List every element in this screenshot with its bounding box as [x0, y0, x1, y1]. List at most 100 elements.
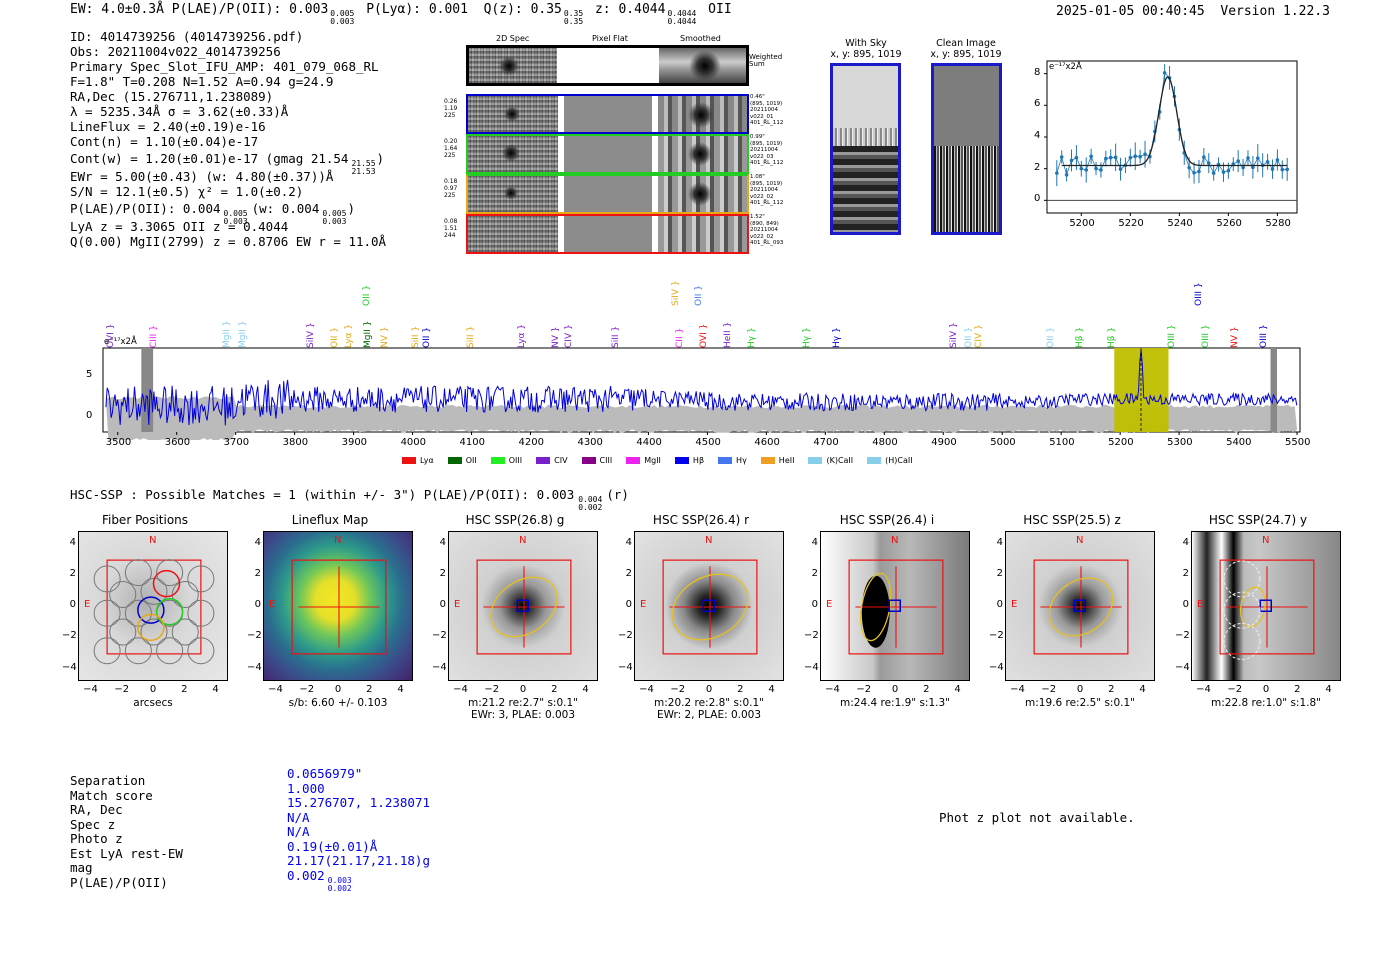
spectrum-ytick-0: 0 — [86, 410, 93, 421]
row4-smoothed — [658, 216, 747, 252]
target-square — [516, 599, 529, 612]
match-label-radec: RA, Dec — [70, 802, 123, 817]
zoom-ytick: 0 — [1034, 193, 1041, 205]
row2-2dspec — [468, 136, 558, 172]
spectrum-xtick: 5000 — [990, 437, 1016, 448]
spectrum-xtick: 4600 — [754, 437, 780, 448]
fiber-circle — [109, 618, 137, 646]
source-ellipse — [671, 573, 749, 641]
aperture-box — [662, 559, 758, 655]
fiber-circle-orange — [137, 613, 165, 642]
header-qz-sup: 0.35 — [563, 9, 584, 18]
spectrum-xtick: 4100 — [459, 437, 485, 448]
hsc-xtick: −4 — [1196, 684, 1211, 695]
target-square — [1259, 599, 1272, 612]
legend-item: OIII — [490, 456, 522, 465]
hsc-i-dark-blob — [861, 575, 890, 648]
match-plae-sup: 0.003 — [327, 875, 352, 885]
fiber-circle — [156, 559, 184, 587]
row3-smoothed-source — [688, 182, 712, 206]
weighted-smoothed-source — [689, 50, 721, 82]
spectrum-xtick: 5500 — [1285, 437, 1311, 448]
spectrum-xtick: 3900 — [341, 437, 368, 448]
hsc-ytick: 4 — [811, 536, 818, 548]
zoom-spectrum-plot — [1044, 60, 1298, 216]
version: Version 1.22.3 — [1220, 4, 1330, 19]
info-id: ID: 4014739256 (4014739256.pdf) — [70, 29, 304, 44]
legend-label: Lyα — [420, 456, 434, 465]
spectrum-xtick: 4800 — [872, 437, 898, 448]
match-label-lya-ew: Est LyA rest-EW — [70, 845, 183, 861]
match-value-separation: 0.0656979" — [287, 766, 363, 781]
hsc-ytick: −2 — [247, 630, 262, 642]
north-label: N — [1262, 535, 1270, 546]
spectrum-ytick-5: 5 — [86, 369, 93, 380]
hsc-ytick: −2 — [989, 630, 1004, 642]
fiber-circle — [156, 599, 184, 627]
hsc-ytick: 2 — [439, 567, 446, 579]
header-plya: P(Lyα): 0.001 — [366, 2, 468, 17]
fiber-circle — [93, 637, 121, 665]
header-summary: EW: 4.0±0.3Å P(LAE)/P(OII): 0.003 0.005 0.… — [70, 2, 732, 26]
info-plae-w-range: 0.005 0.003 — [322, 210, 346, 226]
legend-item: CIV — [536, 456, 568, 465]
hsc-ytick: 0 — [625, 599, 632, 610]
spectrum-xtick: 4200 — [518, 437, 544, 448]
weighted-sum-label: Weighted Sum — [749, 53, 783, 68]
hsc-ytick: −2 — [432, 630, 447, 642]
hsc-ytick: −2 — [62, 630, 77, 642]
match-label-plae: P(LAE)/P(OII) — [70, 874, 168, 890]
match-value-plae-text: 0.002 — [287, 867, 325, 883]
legend-label: (H)CaII — [885, 456, 913, 465]
fiber-circle — [109, 581, 137, 608]
row2-right-info: 0.99" (895, 1019) 20211004 v022_03 401_R… — [750, 134, 784, 166]
legend-swatch — [447, 457, 462, 464]
cutout-row-3 — [466, 174, 749, 214]
north-label: N — [705, 535, 713, 546]
hsc-xtick: 2 — [1294, 684, 1301, 695]
info-params: F=1.8" T=0.208 N=1.52 A=0.94 g=24.9 — [70, 74, 334, 89]
hsc-panel-overlay — [662, 559, 758, 655]
fiber-circle — [171, 618, 199, 646]
hsc-ytick: 0 — [811, 599, 818, 610]
aperture-box — [1033, 559, 1129, 655]
hsc-heading-sup: 0.004 — [578, 495, 603, 504]
fiber-circle — [171, 581, 199, 608]
match-label-specz: Spec z — [70, 816, 116, 832]
hsc-panel-overlay — [291, 559, 387, 655]
legend-item: Lyα — [402, 456, 434, 465]
hsc-xtick: 4 — [212, 684, 219, 695]
info-plae-range: 0.005 0.003 — [224, 210, 248, 226]
hsc-ytick: 2 — [811, 567, 818, 579]
north-label: N — [1076, 535, 1084, 546]
hsc-ytick: 2 — [625, 567, 632, 579]
spectrum-ylabel: e⁻¹⁷x2Å — [104, 337, 137, 347]
hsc-panel-image — [448, 531, 598, 681]
hsc-ytick: −4 — [989, 661, 1004, 673]
hsc-ytick: −4 — [432, 661, 447, 673]
hsc-panel-title: HSC SSP(25.5) z — [1023, 513, 1121, 527]
hsc-xtick: 2 — [181, 684, 188, 695]
spectrum-xtick: 4300 — [577, 437, 603, 448]
hsc-xtick: −4 — [268, 684, 283, 695]
match-plae-sub: 0.002 — [327, 883, 352, 893]
hsc-heading-sub: 0.002 — [578, 503, 603, 512]
target-square — [888, 599, 901, 612]
fiber-circle-blue — [137, 596, 165, 624]
row1-smoothed-source — [688, 102, 714, 128]
hsc-xtick: 0 — [1076, 684, 1084, 695]
row3-pixelflat — [564, 176, 652, 212]
north-label: N — [334, 535, 342, 546]
with-sky-noise — [833, 128, 898, 148]
info-plae-text: P(LAE)/P(OII): 0.004 — [70, 201, 221, 216]
hsc-panel-overlay — [1219, 559, 1315, 660]
zoom-xtick: 5260 — [1216, 218, 1242, 229]
with-sky-stripes — [833, 146, 898, 232]
info-plae-w-sup: 0.005 — [322, 209, 347, 218]
spectrum-xtick: 3500 — [105, 437, 132, 448]
info-contw-range: 21.55 21.53 — [351, 160, 375, 176]
legend-swatch — [626, 457, 641, 464]
hsc-ytick: 0 — [1182, 599, 1189, 610]
row1-2dspec-source — [504, 106, 520, 122]
legend-label: HeII — [778, 456, 795, 465]
